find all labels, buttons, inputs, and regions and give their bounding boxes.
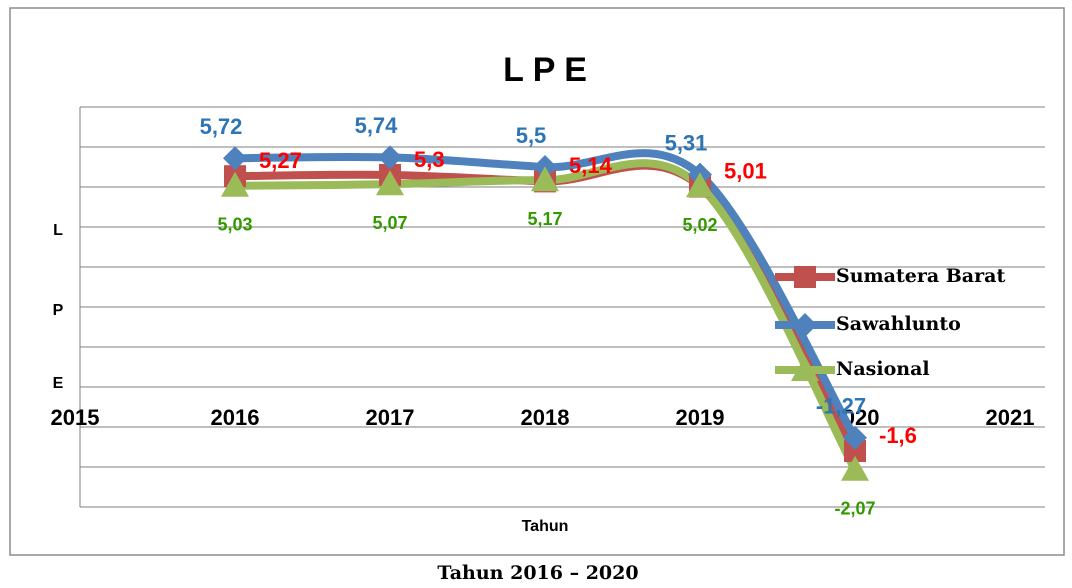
y-axis-label: L [53, 222, 63, 239]
marker [378, 145, 402, 170]
data-label: 5,72 [200, 114, 243, 139]
data-label: 5,14 [569, 153, 613, 178]
legend-label: Nasional [836, 358, 930, 380]
x-tick-label: 2017 [366, 405, 415, 430]
data-label: 5,5 [516, 123, 547, 148]
data-label: 5,74 [355, 113, 399, 138]
y-axis-label: E [53, 375, 64, 392]
y-axis-label: P [53, 302, 64, 319]
chart-border [9, 7, 1065, 556]
data-label: 5,07 [372, 213, 407, 233]
legend-label: Sumatera Barat [836, 265, 1005, 287]
x-axis-label: Tahun [522, 518, 569, 535]
data-label: 5,27 [259, 148, 302, 173]
marker [686, 172, 714, 198]
marker [223, 146, 247, 171]
series-line [234, 149, 859, 440]
series-line [234, 159, 859, 472]
data-label: -2,07 [834, 499, 875, 519]
marker [376, 170, 404, 196]
marker [844, 440, 866, 462]
legend-label: Sawahlunto [836, 313, 961, 335]
legend-marker [794, 266, 816, 288]
marker [841, 455, 869, 481]
data-label: 5,01 [724, 158, 767, 183]
data-label: 5,03 [217, 215, 252, 235]
data-label: 5,17 [527, 209, 562, 229]
x-tick-label: 2015 [51, 405, 100, 430]
marker [221, 171, 249, 197]
marker [843, 425, 867, 450]
data-label: -1,27 [816, 394, 866, 419]
marker [531, 166, 559, 192]
legend-marker [791, 356, 819, 381]
x-tick-label: 2021 [986, 405, 1035, 430]
legend-marker [793, 313, 817, 337]
chart-title: L P E [503, 51, 587, 89]
data-label: 5,31 [665, 130, 708, 155]
data-label: 5,02 [682, 215, 717, 235]
data-label: 5,3 [414, 147, 445, 172]
caption: Tahun 2016 – 2020 [437, 562, 638, 584]
x-tick-label: 2018 [521, 405, 570, 430]
x-tick-label: 2019 [676, 405, 725, 430]
x-tick-label: 2016 [211, 405, 260, 430]
data-label: -1,6 [879, 423, 917, 448]
